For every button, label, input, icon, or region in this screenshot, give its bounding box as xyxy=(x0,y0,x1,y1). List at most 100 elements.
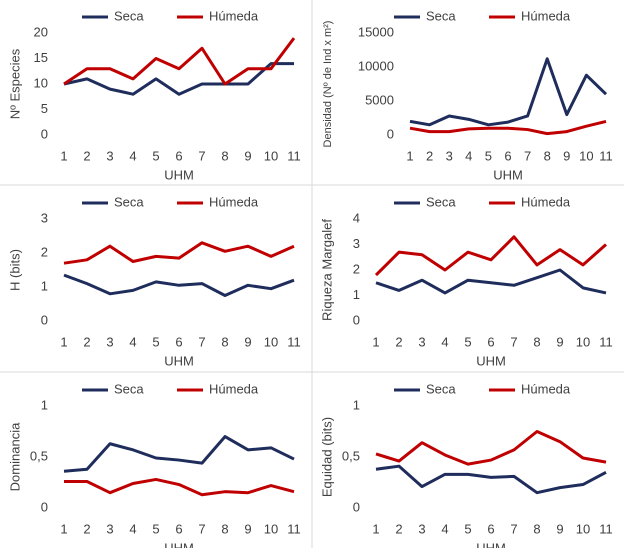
x-tick-label: 6 xyxy=(487,334,494,349)
y-tick-label: 0 xyxy=(41,499,48,514)
x-tick-label: 3 xyxy=(106,334,113,349)
x-tick-label: 5 xyxy=(152,521,159,536)
y-tick-label: 2 xyxy=(41,244,48,259)
x-axis-label: UHM xyxy=(476,353,506,368)
x-tick-label: 9 xyxy=(556,334,563,349)
legend-label: Seca xyxy=(114,8,144,23)
legend-label: Húmeda xyxy=(521,194,571,209)
series-line xyxy=(63,241,295,265)
x-tick-label: 7 xyxy=(198,148,205,163)
x-tick-label: 5 xyxy=(485,148,492,163)
legend-label: Seca xyxy=(426,381,456,396)
y-axis-label: Densidad (Nº de Ind x m²) xyxy=(322,21,334,148)
x-tick-label: 7 xyxy=(510,521,517,536)
legend-label: Seca xyxy=(426,194,456,209)
y-tick-label: 1 xyxy=(41,278,48,293)
x-axis-label: UHM xyxy=(164,353,194,368)
x-tick-label: 3 xyxy=(446,148,453,163)
x-tick-label: 3 xyxy=(106,148,113,163)
series-line xyxy=(375,464,607,495)
series-line xyxy=(63,62,294,96)
x-tick-label: 7 xyxy=(510,334,517,349)
x-tick-label: 6 xyxy=(487,521,494,536)
y-tick-label: 3 xyxy=(353,236,360,251)
series-line xyxy=(409,57,608,127)
y-tick-label: 4 xyxy=(353,210,360,225)
x-tick-label: 4 xyxy=(129,148,136,163)
legend-label: Húmeda xyxy=(209,194,259,209)
x-tick-label: 10 xyxy=(579,148,593,163)
legend-label: Húmeda xyxy=(521,8,571,23)
x-tick-label: 8 xyxy=(221,521,228,536)
x-tick-label: 9 xyxy=(244,148,251,163)
x-tick-label: 5 xyxy=(464,521,471,536)
x-tick-label: 10 xyxy=(264,334,278,349)
x-tick-label: 1 xyxy=(60,334,67,349)
x-tick-label: 3 xyxy=(418,334,425,349)
x-tick-label: 7 xyxy=(198,334,205,349)
legend-label: Húmeda xyxy=(521,381,571,396)
legend-label: Húmeda xyxy=(209,8,259,23)
x-tick-label: 8 xyxy=(533,334,540,349)
y-tick-label: 0 xyxy=(387,126,394,141)
series-line xyxy=(374,235,607,277)
y-tick-label: 0,5 xyxy=(30,448,48,463)
x-tick-label: 8 xyxy=(544,148,551,163)
x-tick-label: 3 xyxy=(106,521,113,536)
y-tick-label: 0,5 xyxy=(342,448,360,463)
x-tick-label: 2 xyxy=(395,521,402,536)
y-tick-label: 10000 xyxy=(358,58,394,73)
series-line xyxy=(409,119,607,136)
x-tick-label: 5 xyxy=(152,148,159,163)
series-line xyxy=(63,435,295,473)
x-tick-label: 2 xyxy=(83,148,90,163)
legend-label: Seca xyxy=(426,8,456,23)
legend-label: Seca xyxy=(114,194,144,209)
y-tick-label: 1 xyxy=(353,397,360,412)
x-tick-label: 10 xyxy=(576,334,590,349)
y-tick-label: 20 xyxy=(34,24,48,39)
x-tick-label: 9 xyxy=(556,521,563,536)
x-tick-label: 6 xyxy=(175,148,182,163)
x-tick-label: 7 xyxy=(524,148,531,163)
x-tick-label: 6 xyxy=(504,148,511,163)
x-tick-label: 2 xyxy=(83,334,90,349)
x-tick-label: 7 xyxy=(198,521,205,536)
x-tick-label: 11 xyxy=(599,148,613,163)
x-tick-label: 10 xyxy=(576,521,590,536)
y-tick-label: 10 xyxy=(34,75,48,90)
x-tick-label: 1 xyxy=(372,334,379,349)
x-tick-label: 8 xyxy=(221,148,228,163)
x-tick-label: 6 xyxy=(175,334,182,349)
y-axis-label: Equidad (bits) xyxy=(319,417,334,497)
x-tick-label: 10 xyxy=(264,521,278,536)
x-tick-label: 8 xyxy=(533,521,540,536)
x-tick-label: 11 xyxy=(287,521,301,536)
series-line xyxy=(64,477,295,497)
y-tick-label: 1 xyxy=(353,287,360,302)
y-tick-label: 0 xyxy=(353,312,360,327)
x-tick-label: 4 xyxy=(441,521,448,536)
x-tick-label: 1 xyxy=(406,148,413,163)
x-tick-label: 2 xyxy=(426,148,433,163)
y-tick-label: 15 xyxy=(34,50,48,65)
y-tick-label: 15000 xyxy=(358,24,394,39)
x-tick-label: 10 xyxy=(264,148,278,163)
y-axis-label: Dominancia xyxy=(7,422,22,491)
y-tick-label: 5000 xyxy=(365,92,394,107)
series-line xyxy=(63,37,296,86)
x-tick-label: 5 xyxy=(464,334,471,349)
y-tick-label: 0 xyxy=(41,312,48,327)
x-axis-label: UHM xyxy=(164,540,194,548)
x-tick-label: 4 xyxy=(441,334,448,349)
x-tick-label: 4 xyxy=(129,521,136,536)
y-tick-label: 5 xyxy=(41,101,48,116)
x-axis-label: UHM xyxy=(164,167,194,182)
x-tick-label: 11 xyxy=(599,521,613,536)
y-tick-label: 0 xyxy=(41,126,48,141)
legend-label: Seca xyxy=(114,381,144,396)
x-tick-label: 1 xyxy=(372,521,379,536)
x-tick-label: 9 xyxy=(244,334,251,349)
x-tick-label: 9 xyxy=(563,148,570,163)
x-tick-label: 1 xyxy=(60,148,67,163)
